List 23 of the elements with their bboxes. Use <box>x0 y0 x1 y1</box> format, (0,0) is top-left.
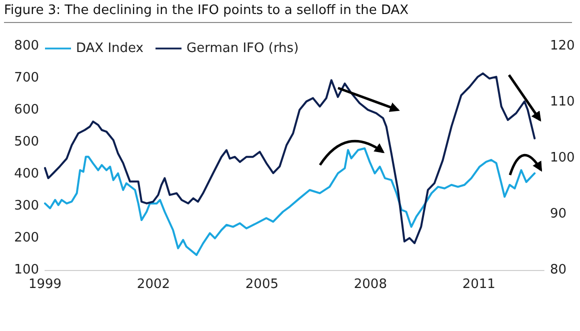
y-tick-label: 500 <box>14 134 39 150</box>
x-tick-label: 1999 <box>28 277 62 292</box>
y-tick-label: 800 <box>14 38 39 54</box>
x-tick-label: 2008 <box>354 277 387 292</box>
y2-tick-label: 120 <box>550 38 575 54</box>
y2-tick-label: 80 <box>550 262 567 278</box>
y-tick-label: 100 <box>14 262 39 278</box>
y2-tick-label: 100 <box>550 150 575 166</box>
chart-title: Figure 3: The declining in the IFO points to a selloff in the DAX <box>4 3 572 23</box>
y-tick-label: 700 <box>14 70 39 86</box>
y2-tick-label: 110 <box>550 94 575 110</box>
y-tick-label: 300 <box>14 198 39 214</box>
y2-tick-label: 90 <box>550 206 567 222</box>
line-series <box>44 72 536 244</box>
legend-label: DAX Index <box>76 41 144 56</box>
legend-label: German IFO (rhs) <box>186 41 299 56</box>
x-tick-label: 2002 <box>136 277 170 292</box>
y-tick-label: 600 <box>14 102 39 118</box>
x-tick-label: 2005 <box>245 277 279 292</box>
line-series <box>44 147 536 256</box>
x-tick-label: 2011 <box>462 277 496 292</box>
y-tick-label: 400 <box>14 166 39 182</box>
y-tick-label: 200 <box>14 230 39 246</box>
